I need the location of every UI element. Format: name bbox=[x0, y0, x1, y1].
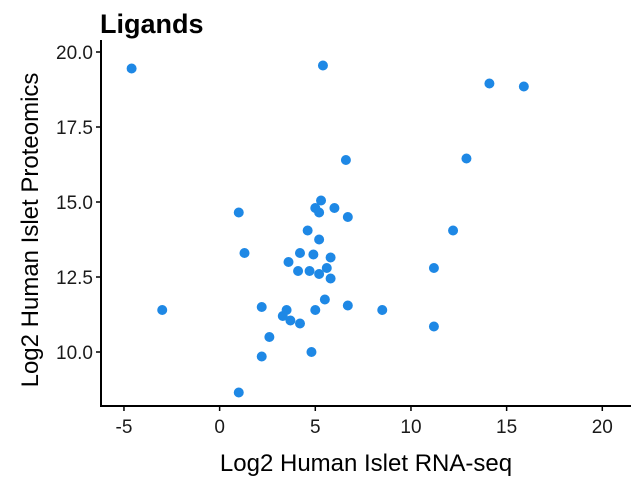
data-point bbox=[239, 248, 250, 258]
data-point bbox=[319, 294, 330, 305]
data-point bbox=[277, 311, 288, 321]
data-point bbox=[342, 212, 353, 222]
data-point bbox=[308, 249, 319, 260]
data-point bbox=[256, 351, 267, 362]
y-tick-label: 10.0 bbox=[56, 343, 93, 364]
data-point bbox=[340, 155, 351, 165]
data-point bbox=[293, 266, 304, 276]
x-tick-label: 15 bbox=[496, 417, 517, 438]
y-axis-title: Log2 Human Islet Proteomics bbox=[17, 73, 44, 388]
chart-title: Ligands bbox=[100, 9, 204, 39]
y-axis-ticks: 10.0 12.5 15.0 17.5 20.0 bbox=[56, 43, 101, 364]
x-axis-ticks: -5 0 5 10 15 20 bbox=[116, 406, 613, 438]
x-tick-label: -5 bbox=[116, 417, 133, 438]
data-point bbox=[157, 305, 168, 315]
y-tick-label: 17.5 bbox=[56, 118, 93, 139]
data-point bbox=[314, 207, 325, 218]
data-point bbox=[325, 273, 336, 284]
data-point bbox=[302, 225, 313, 236]
y-tick-label: 20.0 bbox=[56, 43, 93, 64]
x-axis-title: Log2 Human Islet RNA-seq bbox=[220, 450, 512, 477]
data-point bbox=[342, 300, 353, 311]
x-tick-label: 10 bbox=[400, 417, 421, 438]
data-point bbox=[317, 60, 328, 71]
data-point bbox=[294, 248, 305, 258]
data-points bbox=[126, 60, 529, 398]
data-point bbox=[325, 252, 336, 263]
data-point bbox=[285, 315, 296, 326]
data-point bbox=[428, 263, 439, 273]
data-point bbox=[314, 269, 325, 279]
data-point bbox=[448, 225, 459, 236]
y-tick-label: 12.5 bbox=[56, 268, 93, 289]
data-point bbox=[461, 153, 472, 164]
data-point bbox=[264, 332, 275, 342]
data-point bbox=[329, 203, 340, 213]
data-point bbox=[233, 387, 244, 398]
data-point bbox=[316, 195, 327, 206]
y-tick-label: 15.0 bbox=[56, 193, 93, 214]
x-tick-label: 0 bbox=[214, 417, 225, 438]
data-point bbox=[294, 318, 305, 329]
data-point bbox=[314, 234, 325, 245]
data-point bbox=[484, 78, 495, 89]
data-point bbox=[126, 63, 137, 74]
data-point bbox=[256, 302, 267, 312]
data-point bbox=[310, 305, 321, 315]
data-point bbox=[518, 81, 529, 92]
data-point bbox=[306, 347, 317, 357]
data-point bbox=[304, 266, 315, 276]
data-point bbox=[377, 305, 388, 315]
data-point bbox=[233, 207, 244, 218]
data-point bbox=[321, 263, 332, 273]
data-point bbox=[428, 321, 439, 332]
x-tick-label: 5 bbox=[310, 417, 321, 438]
x-tick-label: 20 bbox=[592, 417, 613, 438]
data-point bbox=[283, 257, 294, 267]
